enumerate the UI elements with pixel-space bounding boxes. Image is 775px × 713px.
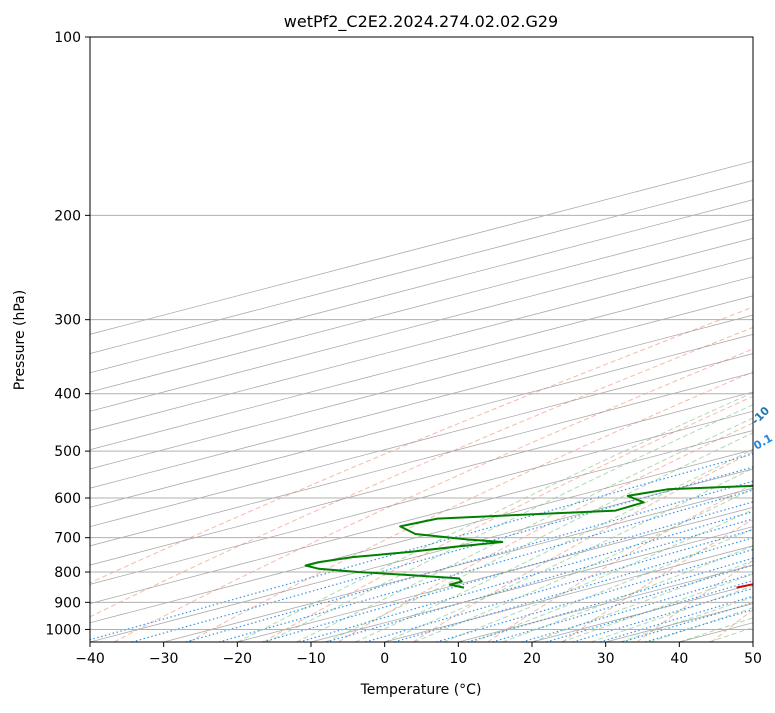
x-tick-label: 20 [523, 651, 541, 667]
y-tick-label: 100 [54, 30, 81, 46]
y-tick-label: 200 [54, 208, 81, 224]
x-tick-label: 10 [449, 651, 467, 667]
y-tick-label: 900 [54, 595, 81, 611]
y-tick-label: 800 [54, 565, 81, 581]
x-tick-label: 50 [744, 651, 762, 667]
x-tick-label: 30 [597, 651, 615, 667]
y-tick-label: 600 [54, 491, 81, 507]
y-tick-label: 1000 [45, 622, 81, 638]
y-tick-label: 300 [54, 313, 81, 329]
x-tick-label: 40 [670, 651, 688, 667]
x-tick-label: −40 [75, 651, 105, 667]
x-tick-label: −30 [149, 651, 179, 667]
x-tick-label: −10 [296, 651, 326, 667]
x-tick-label: −20 [223, 651, 253, 667]
y-tick-label: 400 [54, 387, 81, 403]
x-axis-label: Temperature (°C) [360, 682, 482, 698]
y-tick-label: 500 [54, 444, 81, 460]
chart-title: wetPf2_C2E2.2024.274.02.02.G29 [284, 12, 558, 32]
y-axis-label: Pressure (hPa) [12, 290, 28, 390]
y-tick-label: 700 [54, 531, 81, 547]
x-tick-label: 0 [380, 651, 389, 667]
